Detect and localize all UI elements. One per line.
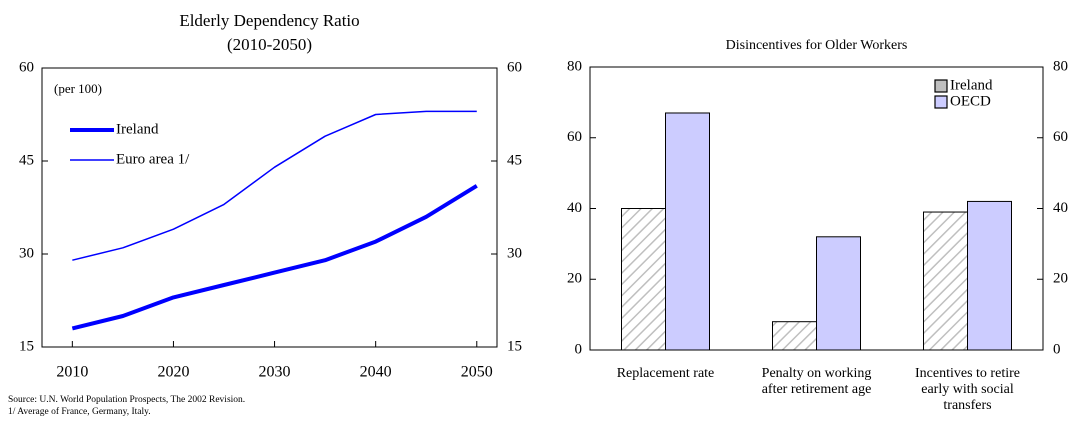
y-tick-label: 20 xyxy=(567,271,582,287)
x-tick-label: 2020 xyxy=(157,364,189,381)
x-tick-label: after retirement age xyxy=(762,382,872,397)
x-tick-label: 2030 xyxy=(259,364,291,381)
legend-label: OECD xyxy=(950,93,991,109)
x-tick-label: 2040 xyxy=(360,364,392,381)
bar xyxy=(816,236,861,351)
legend-swatch xyxy=(934,95,948,109)
legend-swatch xyxy=(934,79,948,93)
x-tick-label: 2010 xyxy=(56,364,88,381)
bar xyxy=(621,208,666,351)
y-tick-label: 60 xyxy=(19,59,34,75)
x-tick-label: 2050 xyxy=(461,364,493,381)
bar xyxy=(967,200,1012,351)
bar xyxy=(665,112,710,351)
y2-tick-label: 20 xyxy=(1053,271,1068,287)
chart-title: Elderly Dependency Ratio xyxy=(179,11,359,30)
y2-tick-label: 15 xyxy=(507,338,522,354)
y-tick-label: 80 xyxy=(567,58,582,74)
y2-tick-label: 40 xyxy=(1053,200,1068,216)
y2-tick-label: 60 xyxy=(1053,129,1068,145)
annotation: (per 100) xyxy=(54,81,102,96)
series-line xyxy=(72,110,477,261)
y-tick-label: 45 xyxy=(19,152,34,168)
source-note: 1/ Average of France, Germany, Italy. xyxy=(8,406,151,417)
y2-tick-label: 60 xyxy=(507,59,522,75)
bar xyxy=(923,211,968,351)
y2-tick-label: 80 xyxy=(1053,58,1068,74)
y-tick-label: 60 xyxy=(567,129,582,145)
y-tick-label: 40 xyxy=(567,200,582,216)
y-tick-label: 30 xyxy=(19,245,34,261)
y2-tick-label: 0 xyxy=(1053,341,1061,357)
plot-frame xyxy=(41,67,498,348)
x-tick-label: Incentives to retire xyxy=(915,366,1020,381)
y2-tick-label: 45 xyxy=(507,152,522,168)
y-tick-label: 0 xyxy=(575,341,583,357)
chart-subtitle: (2010-2050) xyxy=(227,35,312,54)
series-line xyxy=(71,184,478,331)
legend-label: Ireland xyxy=(950,77,993,93)
chart-title: Disincentives for Older Workers xyxy=(726,38,908,53)
y-tick-label: 15 xyxy=(19,338,34,354)
bar xyxy=(772,321,817,351)
y2-tick-label: 30 xyxy=(507,245,522,261)
legend-label: Euro area 1/ xyxy=(116,151,190,167)
x-tick-label: transfers xyxy=(943,398,991,413)
source-note: Source: U.N. World Population Prospects,… xyxy=(8,395,245,405)
legend-label: Ireland xyxy=(116,121,159,137)
x-tick-label: Replacement rate xyxy=(617,366,715,381)
x-tick-label: Penalty on working xyxy=(762,366,872,381)
x-tick-label: early with social xyxy=(921,382,1014,397)
